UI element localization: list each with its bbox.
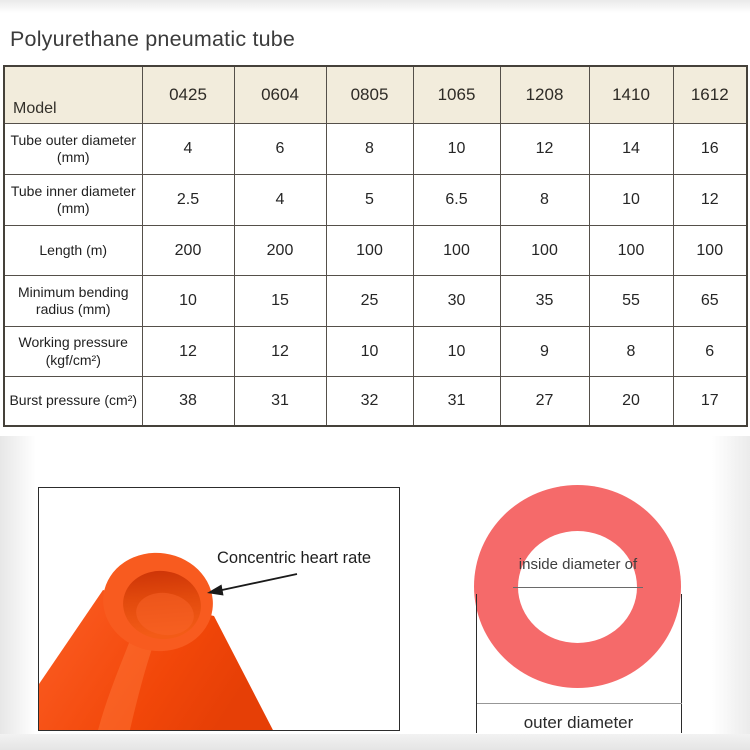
spec-value: 27 [499,376,590,426]
inside-diameter-label: inside diameter of [518,556,638,573]
spec-row: Length (m) 200 200 100 100 100 100 100 [3,225,748,276]
tube-bore-sheen [136,592,194,636]
row-label: Working pressure (kgf/cm²) [3,326,143,377]
spec-value: 31 [412,376,501,426]
spec-value: 17 [672,376,748,426]
spec-value: 15 [233,275,327,327]
inside-diameter-line [513,587,643,588]
spec-row: Tube outer diameter (mm) 4 6 8 10 12 14 16 [3,123,748,175]
annotation-arrow-line [221,573,298,591]
spec-value: 4 [233,174,327,226]
spec-value: 12 [141,326,235,377]
outer-diameter-left-tick [476,594,477,733]
ring-diagram [474,485,681,688]
spec-value: 12 [233,326,327,377]
spec-value: 100 [325,225,414,276]
spec-value: 10 [588,174,674,226]
spec-value: 10 [412,123,501,175]
spec-row: Minimum bending radius (mm) 10 15 25 30 35 55 65 [3,275,748,327]
model-header-0805: 0805 [325,65,414,124]
spec-value: 100 [499,225,590,276]
spec-value: 14 [588,123,674,175]
spec-value: 6 [233,123,327,175]
spec-value: 10 [325,326,414,377]
spec-value: 10 [141,275,235,327]
spec-row: Tube inner diameter (mm) 2.5 4 5 6.5 8 10 12 [3,174,748,226]
spec-value: 20 [588,376,674,426]
spec-value: 38 [141,376,235,426]
spec-value: 8 [325,123,414,175]
model-header-1065: 1065 [412,65,501,124]
spec-value: 65 [672,275,748,327]
row-label: Tube inner diameter (mm) [3,174,143,226]
spec-value: 6.5 [412,174,501,226]
spec-value: 32 [325,376,414,426]
model-header-0425: 0425 [141,65,235,124]
row-label: Tube outer diameter (mm) [3,123,143,175]
row-label: Burst pressure (cm²) [3,376,143,426]
spec-value: 16 [672,123,748,175]
model-header-0604: 0604 [233,65,327,124]
annotation-arrowhead [207,584,224,596]
spec-value: 5 [325,174,414,226]
spec-value: 2.5 [141,174,235,226]
spec-value: 12 [499,123,590,175]
spec-value: 12 [672,174,748,226]
left-edge-fade [0,436,36,734]
model-corner-cell: Model [3,65,143,124]
spec-row: Working pressure (kgf/cm²) 12 12 10 10 9 8 6 [3,326,748,377]
spec-row: Burst pressure (cm²) 38 31 32 31 27 20 17 [3,376,748,426]
header-row: Model 0425 0604 0805 1065 1208 1410 1612 [3,65,748,124]
page-title: Polyurethane pneumatic tube [10,27,296,51]
spec-value: 6 [672,326,748,377]
spec-value: 8 [588,326,674,377]
tube-illustration [39,552,298,730]
outer-diameter-line [477,703,682,704]
model-header-1208: 1208 [499,65,590,124]
bottom-edge-band [0,734,750,750]
model-header-1612: 1612 [672,65,748,124]
model-header-1410: 1410 [588,65,674,124]
tube-body [39,590,273,730]
spec-table-wrapper: Model 0425 0604 0805 1065 1208 1410 1612 Tube … [3,65,748,427]
corner-label: Model [13,100,57,117]
tube-photo: Concentric heart rate [38,487,400,731]
spec-value: 200 [233,225,327,276]
row-label: Minimum bending radius (mm) [3,275,143,327]
spec-value: 100 [672,225,748,276]
outer-diameter-label: outer diameter [523,713,634,732]
row-label: Length (m) [3,225,143,276]
spec-value: 200 [141,225,235,276]
spec-value: 35 [499,275,590,327]
spec-table: Model 0425 0604 0805 1065 1208 1410 1612 Tube … [3,65,748,427]
spec-value: 30 [412,275,501,327]
spec-value: 100 [588,225,674,276]
spec-value: 4 [141,123,235,175]
spec-value: 31 [233,376,327,426]
right-edge-fade [712,436,750,734]
spec-value: 55 [588,275,674,327]
spec-value: 100 [412,225,501,276]
ring-hole [518,530,637,643]
tube-highlight [98,638,155,730]
spec-value: 8 [499,174,590,226]
outer-diameter-right-tick [681,594,682,733]
top-edge-fade [0,0,750,13]
annotation-text: Concentric heart rate [217,549,372,567]
spec-value: 25 [325,275,414,327]
spec-value: 9 [499,326,590,377]
spec-value: 10 [412,326,501,377]
